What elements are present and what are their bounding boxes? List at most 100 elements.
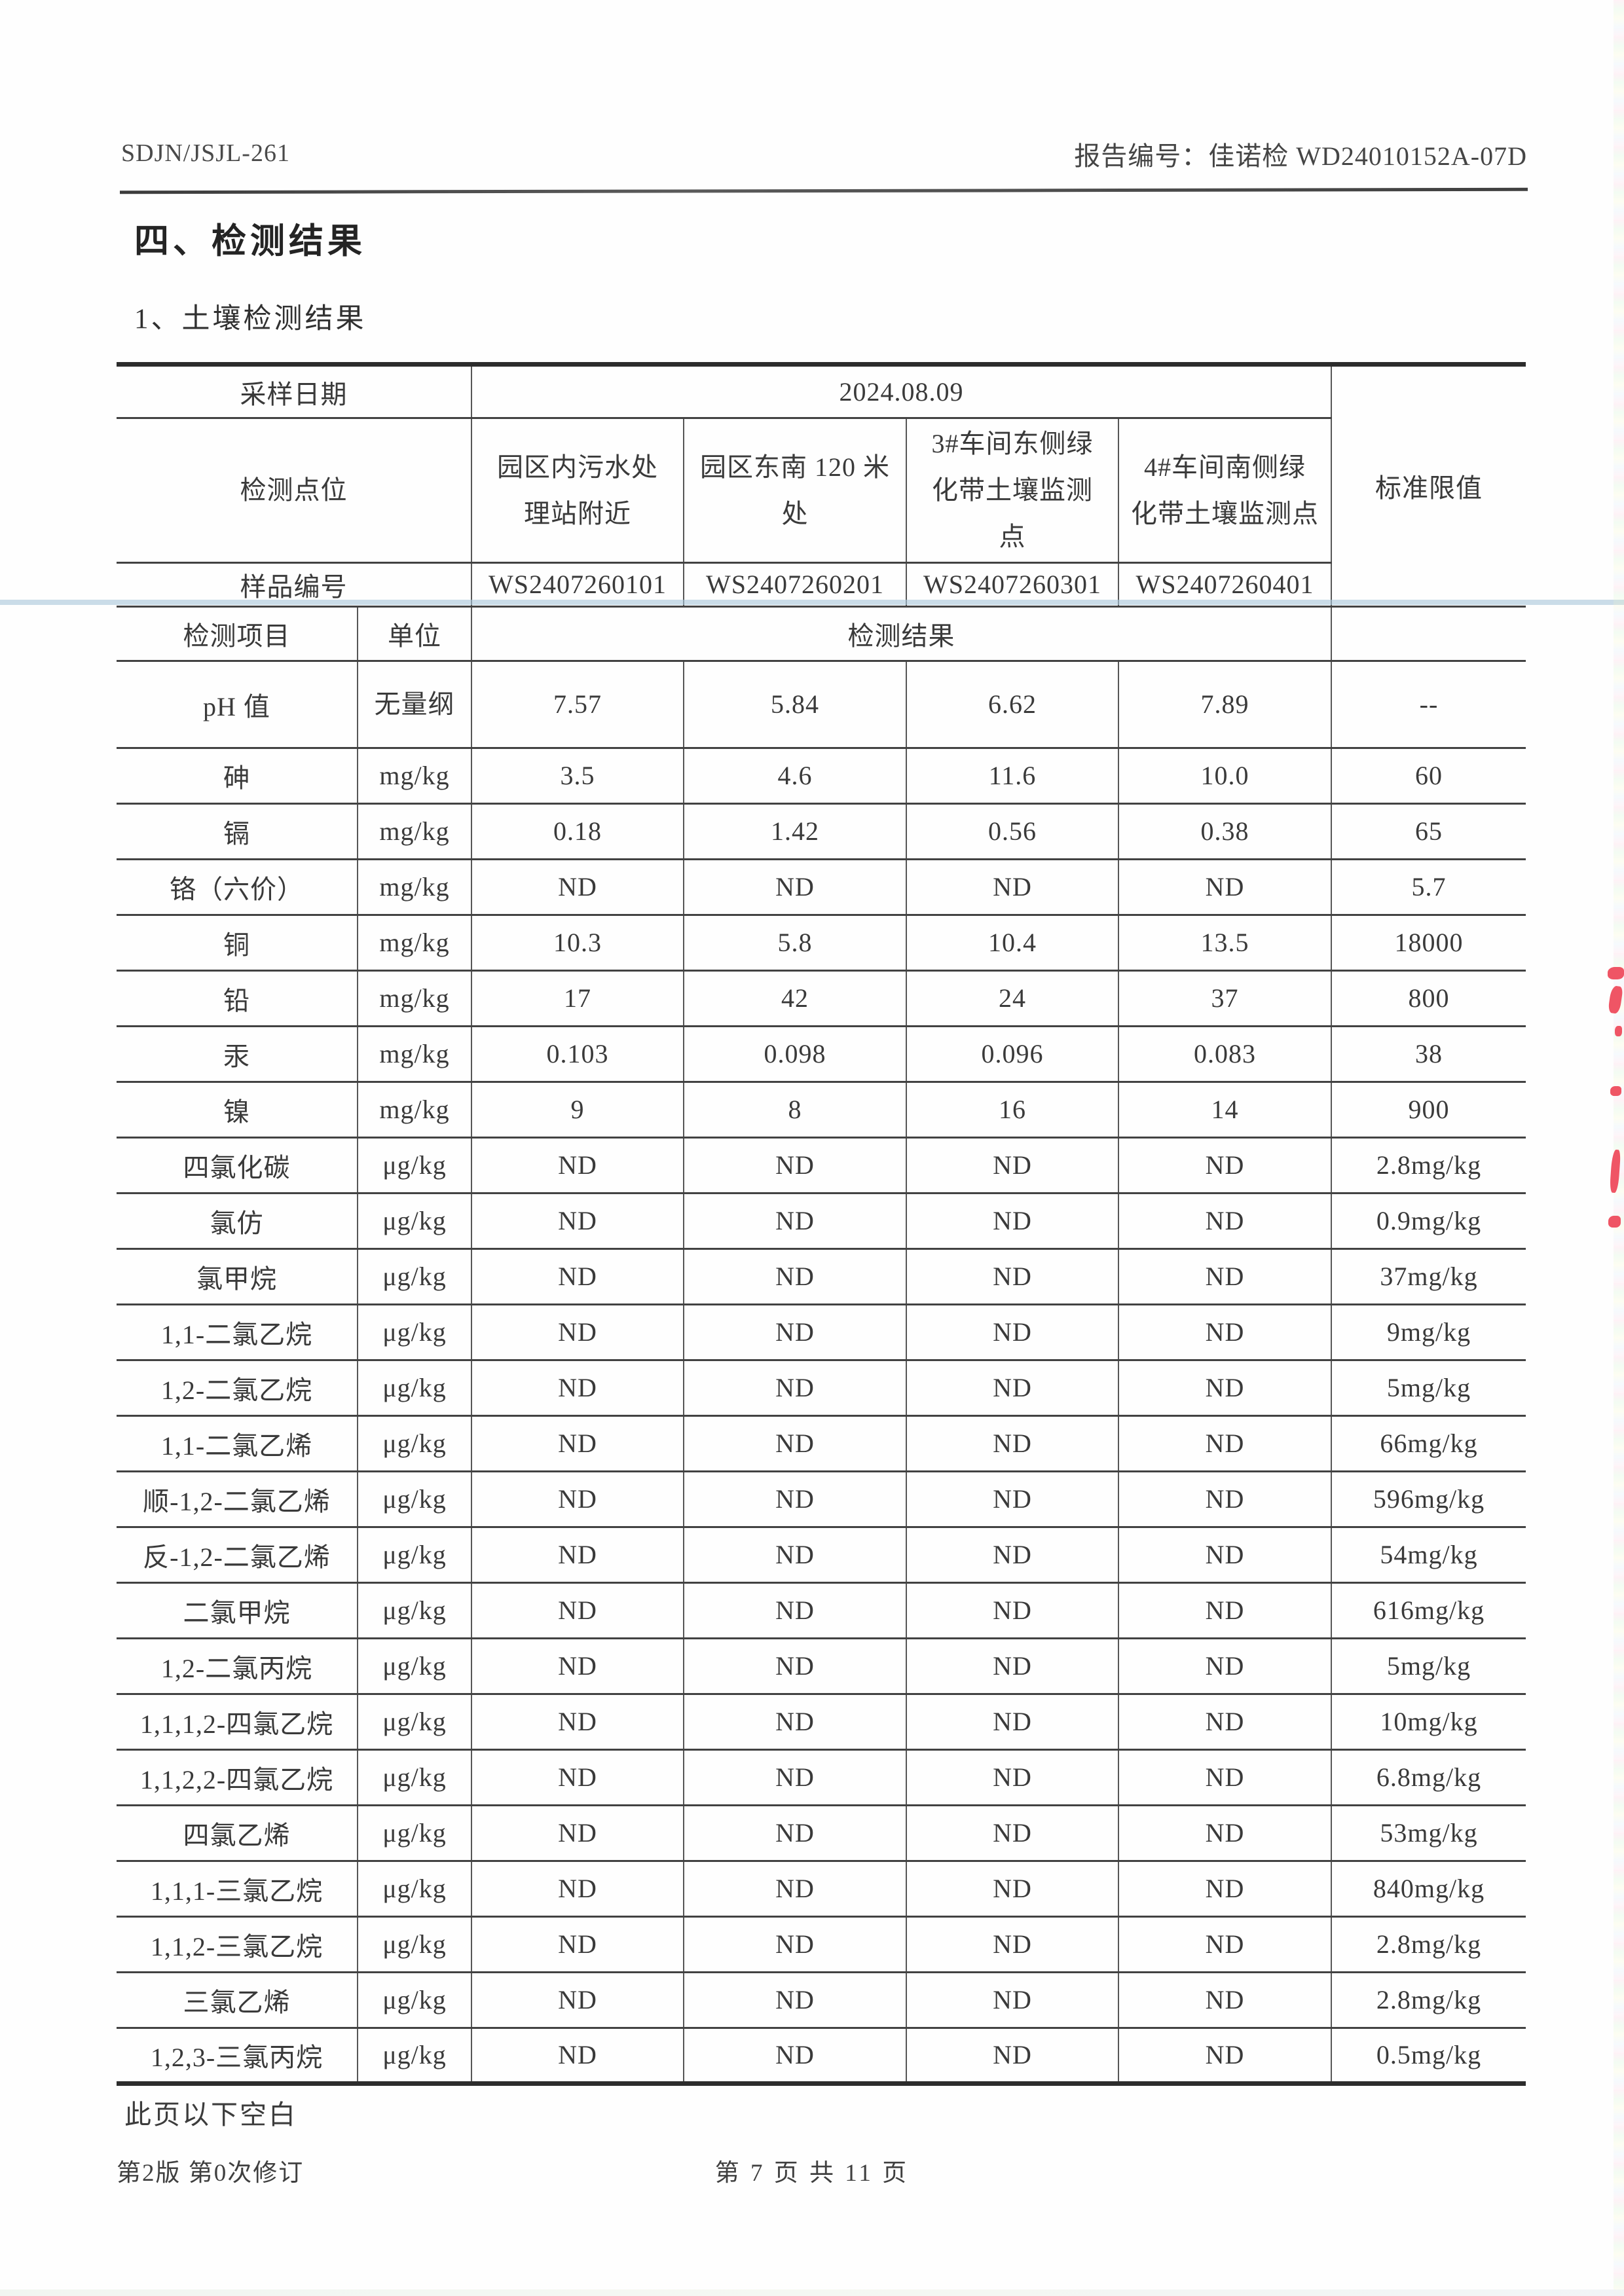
result-value-cell: ND bbox=[471, 1470, 684, 1528]
sample-number: WS2407260101 bbox=[471, 561, 684, 608]
result-value-cell: ND bbox=[683, 1637, 907, 1695]
result-value-cell: ND bbox=[906, 1358, 1119, 1417]
result-value-cell: 9 bbox=[471, 1080, 684, 1139]
sample-number: WS2407260301 bbox=[906, 561, 1119, 608]
unit-cell: μg/kg bbox=[357, 1525, 472, 1584]
result-value-cell: ND bbox=[471, 2026, 684, 2086]
unit-column-header: 单位 bbox=[357, 605, 472, 662]
limit-value-cell: 66mg/kg bbox=[1331, 1414, 1526, 1472]
limit-value-cell: 5mg/kg bbox=[1331, 1637, 1526, 1695]
result-value-cell: ND bbox=[906, 1971, 1119, 2029]
result-value-cell: ND bbox=[471, 858, 684, 916]
result-value-cell: ND bbox=[471, 1971, 684, 2029]
red-stamp-mark bbox=[1608, 1216, 1621, 1228]
result-value-cell: 0.083 bbox=[1118, 1025, 1332, 1083]
table-row: 四氯化碳 μg/kg ND ND ND ND 2.8mg/kg bbox=[117, 1136, 1526, 1194]
soil-results-table: 采样日期 2024.08.09 标准限值 检测点位 园区内污水处理站附近 园区东… bbox=[117, 362, 1526, 2086]
item-name-cell: 1,2,3-三氯丙烷 bbox=[117, 2026, 358, 2086]
table-row: 二氯甲烷 μg/kg ND ND ND ND 616mg/kg bbox=[117, 1581, 1526, 1639]
table-row: 1,1,1,2-四氯乙烷 μg/kg ND ND ND ND 10mg/kg bbox=[117, 1692, 1526, 1751]
item-name-cell: 1,2-二氯乙烷 bbox=[117, 1358, 358, 1417]
result-value-cell: ND bbox=[1118, 1525, 1332, 1584]
limit-value-cell: 2.8mg/kg bbox=[1331, 1915, 1526, 1973]
limit-value-cell: 840mg/kg bbox=[1331, 1859, 1526, 1918]
sample-number: WS2407260201 bbox=[683, 561, 907, 608]
unit-cell: μg/kg bbox=[357, 1581, 472, 1639]
unit-cell: mg/kg bbox=[357, 969, 472, 1027]
result-value-cell: 0.103 bbox=[471, 1025, 684, 1083]
result-value-cell: ND bbox=[683, 1804, 907, 1862]
table-row: 顺-1,2-二氯乙烯 μg/kg ND ND ND ND 596mg/kg bbox=[117, 1470, 1526, 1528]
item-name-cell: 氯甲烷 bbox=[117, 1247, 358, 1305]
red-stamp-mark bbox=[1608, 967, 1624, 979]
unit-cell: μg/kg bbox=[357, 1692, 472, 1751]
result-value-cell: 1.42 bbox=[683, 802, 907, 860]
item-name-cell: 顺-1,2-二氯乙烯 bbox=[117, 1470, 358, 1528]
item-name-cell: 铬（六价） bbox=[117, 858, 358, 916]
monitoring-point: 园区东南 120 米处 bbox=[683, 417, 907, 564]
result-value-cell: 0.096 bbox=[906, 1025, 1119, 1083]
limit-value-cell: 37mg/kg bbox=[1331, 1247, 1526, 1305]
table-row-monitoring-points: 检测点位 园区内污水处理站附近 园区东南 120 米处 3#车间东侧绿化带土壤监… bbox=[117, 417, 1526, 564]
result-value-cell: ND bbox=[683, 1581, 907, 1639]
result-value-cell: 13.5 bbox=[1118, 913, 1332, 972]
unit-cell: mg/kg bbox=[357, 746, 472, 805]
unit-cell: mg/kg bbox=[357, 858, 472, 916]
result-value-cell: ND bbox=[471, 1692, 684, 1751]
result-value-cell: ND bbox=[683, 1971, 907, 2029]
unit-cell: μg/kg bbox=[357, 1637, 472, 1695]
result-value-cell: 7.89 bbox=[1118, 659, 1332, 749]
item-name-cell: 1,1-二氯乙烷 bbox=[117, 1303, 358, 1361]
result-value-cell: ND bbox=[906, 1748, 1119, 1806]
table-row: 1,2-二氯乙烷 μg/kg ND ND ND ND 5mg/kg bbox=[117, 1358, 1526, 1417]
table-row: pH 值无量纲 7.57 5.84 6.62 7.89 -- bbox=[117, 659, 1526, 749]
item-name-cell: 镍 bbox=[117, 1080, 358, 1139]
result-value-cell: ND bbox=[683, 1470, 907, 1528]
result-value-cell: ND bbox=[683, 1136, 907, 1194]
result-value-cell: ND bbox=[906, 1470, 1119, 1528]
result-value-cell: ND bbox=[1118, 1581, 1332, 1639]
result-value-cell: ND bbox=[683, 1915, 907, 1973]
result-value-cell: 10.3 bbox=[471, 913, 684, 972]
result-value-cell: ND bbox=[906, 1414, 1119, 1472]
table-row: 1,1,2-三氯乙烷 μg/kg ND ND ND ND 2.8mg/kg bbox=[117, 1915, 1526, 1973]
limit-value-cell: 10mg/kg bbox=[1331, 1692, 1526, 1751]
footer-revision: 第2版 第0次修订 bbox=[117, 2160, 304, 2187]
sample-number: WS2407260401 bbox=[1118, 561, 1331, 608]
result-value-cell: 10.4 bbox=[906, 913, 1119, 972]
table-row-sample-numbers: 样品编号 WS2407260101 WS2407260201 WS2407260… bbox=[117, 561, 1526, 608]
result-value-cell: ND bbox=[906, 1915, 1119, 1973]
item-name-cell: 1,1,1-三氯乙烷 bbox=[117, 1859, 358, 1918]
item-name-cell: 四氯乙烯 bbox=[117, 1804, 358, 1862]
result-value-cell: ND bbox=[471, 1192, 684, 1250]
empty-cell bbox=[1331, 605, 1526, 662]
result-value-cell: 11.6 bbox=[906, 746, 1119, 805]
result-value-cell: 10.0 bbox=[1118, 746, 1332, 805]
result-value-cell: ND bbox=[906, 1859, 1119, 1918]
scan-bottom-edge bbox=[0, 2289, 1624, 2296]
result-value-cell: ND bbox=[683, 1692, 907, 1751]
limit-value-cell: 0.5mg/kg bbox=[1331, 2026, 1526, 2086]
result-value-cell: ND bbox=[471, 1247, 684, 1305]
limit-value-cell: 5.7 bbox=[1331, 858, 1526, 916]
table-row: 镉 mg/kg 0.18 1.42 0.56 0.38 65 bbox=[117, 802, 1526, 860]
scan-edge-noise bbox=[1614, 0, 1624, 2296]
section-title: 四、检测结果 bbox=[134, 223, 366, 261]
result-value-cell: ND bbox=[683, 1247, 907, 1305]
result-value-cell: ND bbox=[906, 1692, 1119, 1751]
unit-cell: μg/kg bbox=[357, 1358, 472, 1417]
result-value-cell: ND bbox=[683, 858, 907, 916]
unit-cell: μg/kg bbox=[357, 1247, 472, 1305]
monitoring-point: 4#车间南侧绿化带土壤监测点 bbox=[1118, 417, 1331, 564]
result-value-cell: ND bbox=[1118, 1692, 1332, 1751]
result-value-cell: ND bbox=[1118, 1637, 1332, 1695]
item-name-cell: 1,1,2,2-四氯乙烷 bbox=[117, 1748, 358, 1806]
unit-cell: μg/kg bbox=[357, 1971, 472, 2029]
limit-value-cell: 596mg/kg bbox=[1331, 1470, 1526, 1528]
result-value-cell: 5.8 bbox=[683, 913, 907, 972]
sampling-date-value: 2024.08.09 bbox=[471, 362, 1332, 419]
limit-value-cell: -- bbox=[1331, 659, 1526, 749]
result-value-cell: ND bbox=[683, 1303, 907, 1361]
item-name-cell: 铜 bbox=[117, 913, 358, 972]
